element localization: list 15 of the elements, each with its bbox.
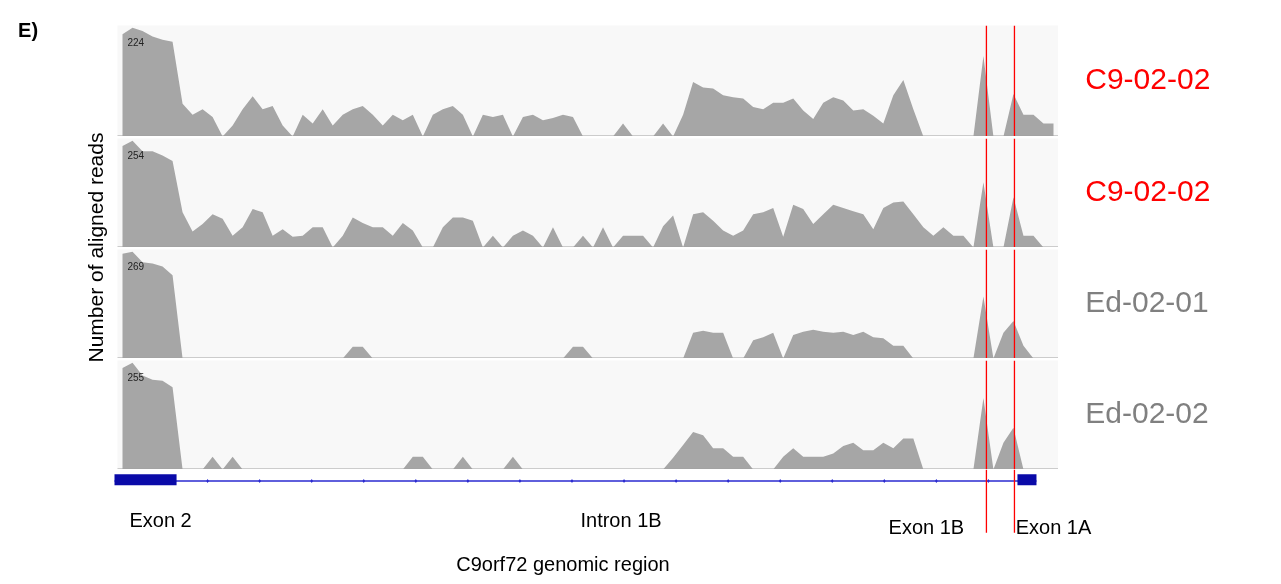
x-axis-title: C9orf72 genomic region <box>456 552 670 575</box>
text: Exon 1B <box>888 516 965 538</box>
series-label: Ed-02-02 <box>1085 396 1209 430</box>
text: E) <box>18 18 39 41</box>
annotation: 255 <box>127 371 145 383</box>
annotation: 224 <box>127 36 145 48</box>
text: Intron 1B <box>580 509 662 532</box>
series-label: Ed-02-01 <box>1085 285 1209 319</box>
y-axis-title: Number of aligned reads <box>83 132 107 363</box>
annotation: 269 <box>127 260 145 272</box>
text: Exon 1A <box>1015 516 1092 538</box>
text: Exon 2 <box>129 509 192 532</box>
annotation: 254 <box>127 149 145 161</box>
series-label: C9-02-02 <box>1085 62 1211 96</box>
series-label: C9-02-02 <box>1085 174 1211 208</box>
